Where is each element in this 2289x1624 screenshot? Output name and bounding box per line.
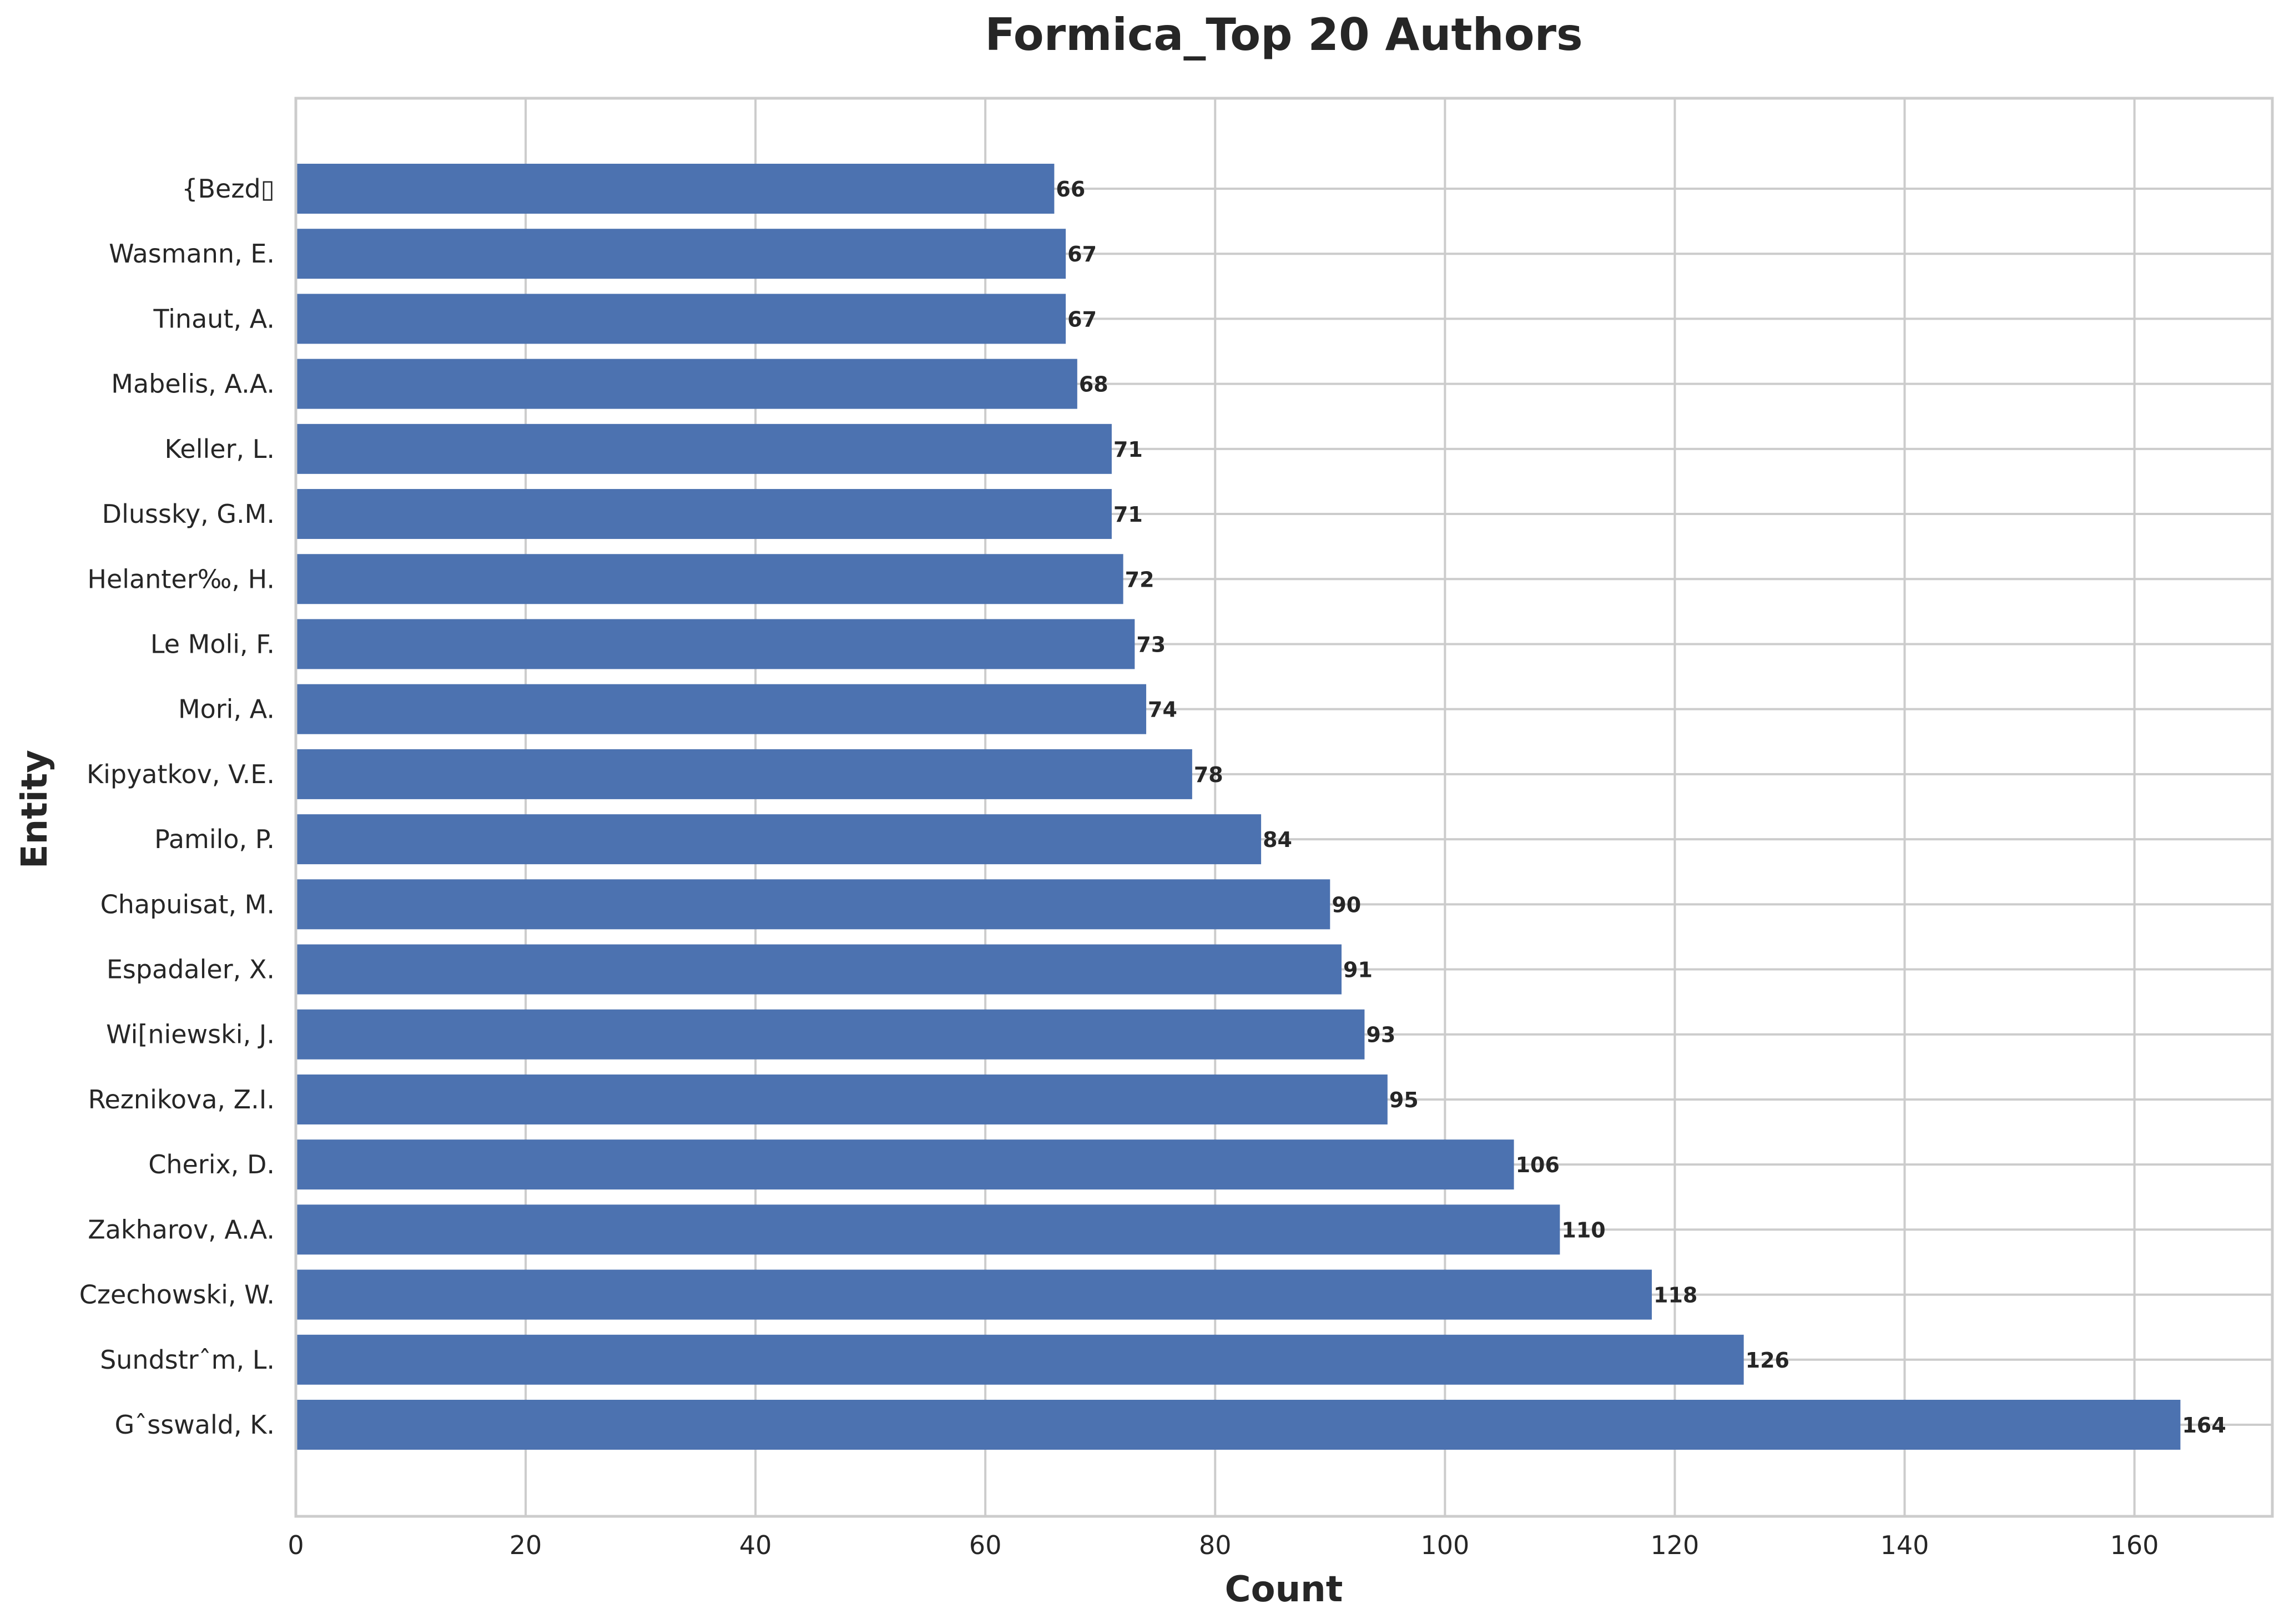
y-tick-label: Gˆsswald, K. <box>115 1410 275 1440</box>
bar <box>296 1334 1744 1385</box>
y-tick-label: Pamilo, P. <box>154 824 275 854</box>
plot-frame <box>294 97 2274 1518</box>
x-tick-label: 20 <box>510 1530 542 1560</box>
x-tick-labels: 0 20 40 60 80 100 120 140 160 <box>288 1530 2159 1560</box>
y-tick-label: Keller, L. <box>165 434 275 464</box>
bar <box>296 684 1147 734</box>
y-tick-label: Kipyatkov, V.E. <box>87 759 275 789</box>
x-tick-label: 120 <box>1651 1530 1700 1560</box>
bar <box>296 1400 2181 1450</box>
y-tick-label: Czechowski, W. <box>79 1280 275 1310</box>
bar-value-label: 66 <box>1056 177 1085 201</box>
bar <box>296 1009 1365 1060</box>
bar-value-label: 71 <box>1113 502 1143 527</box>
bar <box>296 1139 1514 1190</box>
bar <box>296 489 1112 539</box>
bar-value-label: 91 <box>1343 958 1373 982</box>
bar-value-label: 110 <box>1561 1218 1605 1242</box>
bar <box>296 164 1055 214</box>
bar-value-label: 126 <box>1746 1348 1789 1373</box>
x-tick-label: 160 <box>2110 1530 2159 1560</box>
y-tick-label: Le Moli, F. <box>150 629 275 659</box>
bar <box>296 619 1135 669</box>
bar-value-label: 93 <box>1366 1023 1395 1047</box>
y-tick-label: Mori, A. <box>178 694 275 724</box>
bar <box>296 554 1123 604</box>
y-tick-label: Dlussky, G.M. <box>102 499 275 529</box>
bar-value-label: 90 <box>1332 892 1361 917</box>
bar <box>296 294 1066 344</box>
bar-value-label: 84 <box>1263 828 1292 852</box>
bar <box>296 749 1192 799</box>
x-axis-label: Count <box>1225 1569 1343 1610</box>
bars <box>296 164 2181 1450</box>
bar-value-label: 95 <box>1389 1088 1419 1112</box>
x-tick-label: 60 <box>969 1530 1002 1560</box>
y-tick-label: Wasmann, E. <box>109 239 275 269</box>
bar-value-label: 71 <box>1113 437 1143 462</box>
y-tick-label: Wi[niewski, J. <box>106 1020 275 1050</box>
bar-value-label: 78 <box>1194 763 1223 787</box>
bar-value-label: 73 <box>1136 632 1166 657</box>
bar-value-label: 68 <box>1079 372 1108 397</box>
bar-value-label: 164 <box>2182 1413 2226 1438</box>
x-tick-label: 80 <box>1199 1530 1232 1560</box>
y-tick-label: Mabelis, A.A. <box>111 369 275 399</box>
y-tick-label: Espadaler, X. <box>107 955 275 985</box>
y-axis-label: Entity <box>14 750 56 869</box>
x-tick-label: 140 <box>1880 1530 1929 1560</box>
x-tick-label: 40 <box>739 1530 772 1560</box>
y-tick-label: Cherix, D. <box>148 1149 275 1179</box>
y-tick-label: Zakharov, A.A. <box>88 1214 275 1244</box>
bar-value-label: 118 <box>1653 1283 1697 1308</box>
bar <box>296 814 1262 865</box>
y-tick-label: Sundstrˆm, L. <box>100 1345 275 1375</box>
y-tick-labels: Gˆsswald, K. Sundstrˆm, L. Czechowski, W. Z… <box>79 174 275 1440</box>
bar <box>296 359 1077 409</box>
bar <box>296 229 1066 279</box>
bar-value-label: 72 <box>1125 567 1154 592</box>
bar <box>296 879 1330 930</box>
bar-value-label: 67 <box>1067 242 1097 266</box>
x-tick-label: 100 <box>1420 1530 1469 1560</box>
bar-value-label: 67 <box>1067 307 1097 331</box>
bar <box>296 944 1342 995</box>
bar <box>296 1204 1560 1255</box>
data-labels: 164 126 118 110 106 95 93 91 90 84 78 74 73 72 71 71 68 6… <box>1056 177 2226 1438</box>
bar-value-label: 74 <box>1148 698 1177 722</box>
bar-value-label: 106 <box>1516 1153 1560 1177</box>
y-tick-label: Helanter‰, H. <box>87 564 275 594</box>
y-tick-label: Reznikova, Z.I. <box>88 1085 275 1114</box>
y-tick-label: {Bezd▯ <box>181 174 275 204</box>
y-tick-label: Chapuisat, M. <box>100 889 275 919</box>
chart-title: Formica_Top 20 Authors <box>985 9 1582 60</box>
x-tick-label: 0 <box>288 1530 304 1560</box>
bar <box>296 1269 1652 1320</box>
bar <box>296 1074 1388 1124</box>
y-tick-label: Tinaut, A. <box>153 304 275 334</box>
bar <box>296 423 1112 474</box>
